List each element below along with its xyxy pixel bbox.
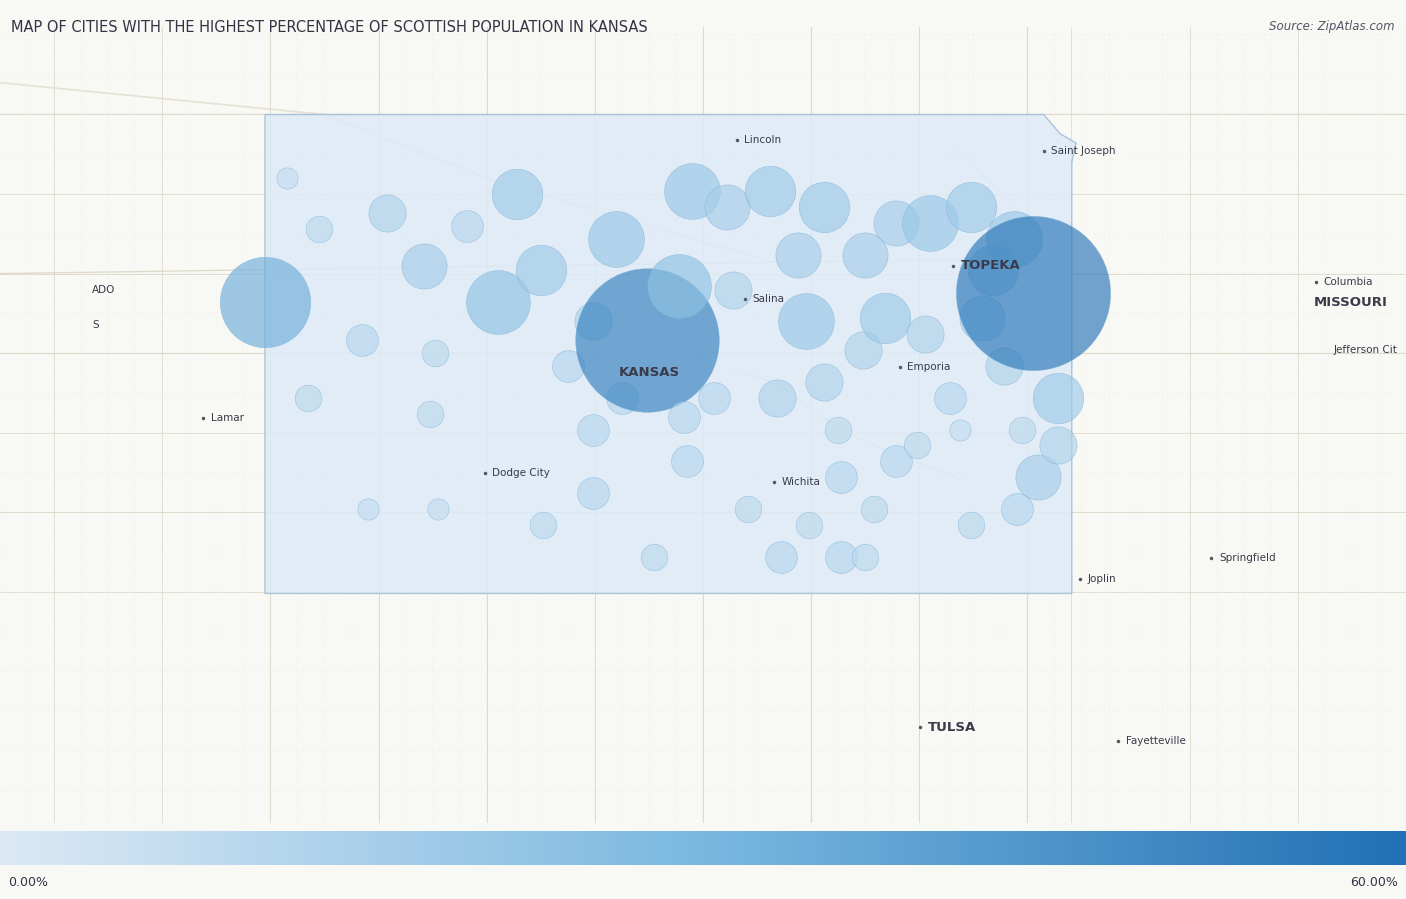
- Text: ADO: ADO: [91, 284, 115, 295]
- Point: [531, 518, 554, 532]
- Point: [949, 423, 972, 437]
- Point: [993, 359, 1015, 373]
- Point: [852, 343, 875, 357]
- Text: Columbia: Columbia: [1324, 277, 1374, 287]
- Text: Springfield: Springfield: [1219, 554, 1275, 564]
- Point: [716, 200, 738, 214]
- Point: [830, 549, 852, 564]
- Point: [765, 390, 787, 405]
- Text: TOPEKA: TOPEKA: [960, 259, 1021, 272]
- Point: [672, 410, 695, 424]
- Text: Salina: Salina: [752, 294, 785, 304]
- Point: [413, 258, 436, 272]
- Point: [643, 549, 665, 564]
- Point: [582, 486, 605, 501]
- Point: [914, 327, 936, 342]
- Point: [486, 295, 509, 309]
- Point: [610, 390, 633, 405]
- Point: [853, 247, 876, 262]
- Point: [582, 314, 605, 328]
- Point: [853, 549, 876, 564]
- Point: [769, 549, 792, 564]
- Point: [905, 439, 928, 453]
- Point: [960, 200, 983, 214]
- Text: Jefferson Cit: Jefferson Cit: [1333, 345, 1398, 355]
- Point: [1005, 502, 1028, 516]
- Point: [668, 280, 690, 294]
- Text: TULSA: TULSA: [928, 721, 976, 734]
- Point: [737, 502, 759, 516]
- Text: Lamar: Lamar: [211, 414, 243, 423]
- Point: [970, 311, 993, 325]
- Text: MISSOURI: MISSOURI: [1315, 296, 1388, 308]
- Point: [794, 314, 817, 328]
- Point: [297, 390, 319, 405]
- Point: [787, 247, 810, 262]
- Point: [797, 518, 820, 532]
- Text: Dodge City: Dodge City: [492, 467, 550, 477]
- Text: 60.00%: 60.00%: [1350, 877, 1398, 889]
- Point: [830, 470, 852, 485]
- Point: [681, 183, 703, 198]
- Point: [884, 216, 907, 230]
- Polygon shape: [264, 114, 1076, 593]
- Point: [557, 359, 579, 373]
- Text: Wichita: Wichita: [782, 477, 821, 487]
- Point: [357, 502, 380, 516]
- Point: [1046, 439, 1069, 453]
- Point: [1022, 286, 1045, 300]
- Point: [605, 231, 627, 245]
- Point: [827, 423, 849, 437]
- Point: [1004, 231, 1026, 245]
- Point: [1011, 423, 1033, 437]
- Point: [981, 263, 1004, 278]
- Point: [863, 502, 886, 516]
- Point: [813, 375, 835, 389]
- Point: [530, 263, 553, 278]
- Point: [884, 454, 907, 468]
- Text: Source: ZipAtlas.com: Source: ZipAtlas.com: [1270, 20, 1395, 32]
- Text: Saint Joseph: Saint Joseph: [1052, 146, 1116, 156]
- Point: [636, 334, 658, 348]
- Point: [427, 502, 450, 516]
- Point: [960, 518, 983, 532]
- Point: [703, 390, 725, 405]
- Point: [723, 282, 745, 297]
- Point: [759, 183, 782, 198]
- Point: [1046, 390, 1069, 405]
- Text: Lincoln: Lincoln: [744, 135, 782, 145]
- Point: [308, 222, 330, 236]
- Point: [582, 423, 605, 437]
- Text: 0.00%: 0.00%: [8, 877, 48, 889]
- Point: [1026, 470, 1049, 485]
- Point: [813, 200, 835, 214]
- Text: KANSAS: KANSAS: [619, 366, 679, 378]
- Point: [375, 206, 398, 220]
- Text: Joplin: Joplin: [1088, 574, 1116, 584]
- Text: MAP OF CITIES WITH THE HIGHEST PERCENTAGE OF SCOTTISH POPULATION IN KANSAS: MAP OF CITIES WITH THE HIGHEST PERCENTAG…: [11, 20, 648, 35]
- Text: S: S: [91, 319, 98, 330]
- Point: [253, 295, 276, 309]
- Point: [276, 171, 298, 185]
- Point: [423, 346, 446, 360]
- Point: [419, 406, 441, 421]
- Point: [938, 390, 960, 405]
- Point: [456, 218, 478, 233]
- Point: [352, 334, 374, 348]
- Point: [506, 187, 529, 201]
- Text: Emporia: Emporia: [907, 362, 950, 372]
- Point: [873, 311, 896, 325]
- Text: Fayetteville: Fayetteville: [1126, 736, 1185, 746]
- Point: [675, 454, 697, 468]
- Point: [920, 216, 942, 230]
